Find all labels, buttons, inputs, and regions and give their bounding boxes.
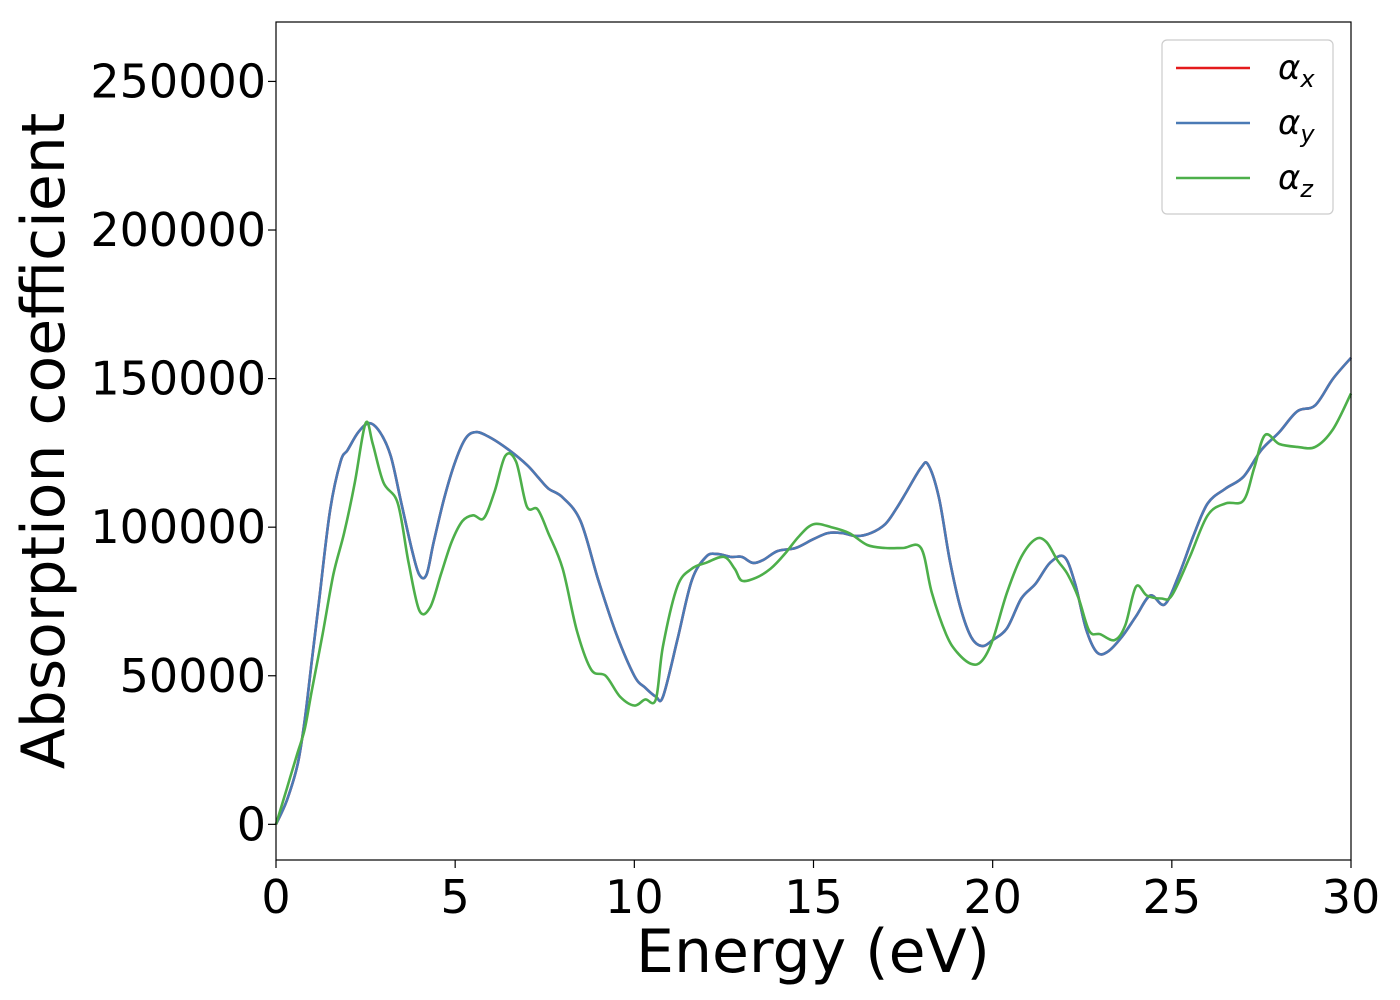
legend: αx αy αz xyxy=(1161,39,1334,215)
x-tick-label: 10 xyxy=(605,870,664,924)
x-axis-ticks: 0 5 10 15 20 25 30 xyxy=(261,860,1380,924)
x-tick-label: 5 xyxy=(441,870,470,924)
series-line-y xyxy=(274,356,1352,825)
x-tick-label: 30 xyxy=(1322,870,1381,924)
x-axis-label: Energy (eV) xyxy=(636,917,990,987)
x-tick-label: 20 xyxy=(963,870,1022,924)
y-tick-label: 50000 xyxy=(120,649,266,703)
legend-label-z: αz xyxy=(1278,158,1314,203)
y-tick-label: 100000 xyxy=(90,500,266,554)
x-tick-label: 25 xyxy=(1143,870,1202,924)
y-axis-ticks: 0 50000 100000 150000 200000 250000 xyxy=(90,54,276,851)
legend-box xyxy=(1161,39,1334,215)
y-tick-label: 150000 xyxy=(90,352,266,406)
y-axis-label: Absorption coefficient xyxy=(9,113,79,770)
y-tick-label: 250000 xyxy=(90,54,266,108)
x-tick-label: 0 xyxy=(261,870,290,924)
series-line-z xyxy=(274,392,1353,825)
legend-label-y: αy xyxy=(1278,103,1315,148)
y-tick-label: 0 xyxy=(237,797,266,851)
y-tick-label: 200000 xyxy=(90,203,266,257)
series-lines xyxy=(274,356,1353,825)
x-tick-label: 15 xyxy=(784,870,843,924)
legend-label-x: αx xyxy=(1278,48,1315,93)
